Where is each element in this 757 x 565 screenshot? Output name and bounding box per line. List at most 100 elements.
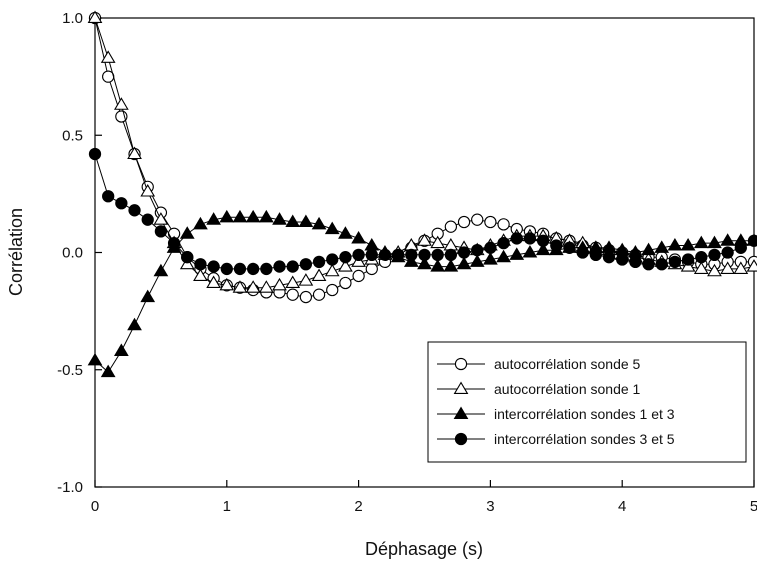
y-tick-label: 1.0 xyxy=(62,10,83,27)
data-point xyxy=(313,289,324,300)
x-axis-title: Déphasage (s) xyxy=(365,539,483,559)
data-point xyxy=(274,261,285,272)
data-point xyxy=(221,263,232,274)
data-point xyxy=(102,366,115,377)
y-tick-label: -1.0 xyxy=(57,479,83,496)
legend-label: autocorrélation sonde 5 xyxy=(494,356,641,372)
data-point xyxy=(669,239,682,250)
data-point xyxy=(472,245,483,256)
data-point xyxy=(366,263,377,274)
data-point xyxy=(590,249,601,260)
data-point xyxy=(643,259,654,270)
data-point xyxy=(564,242,575,253)
data-point xyxy=(89,354,102,365)
data-point xyxy=(155,226,166,237)
data-point xyxy=(472,214,483,225)
data-point xyxy=(168,238,179,249)
data-point xyxy=(458,247,469,258)
series-layer xyxy=(89,12,757,377)
data-point xyxy=(260,211,273,222)
data-point xyxy=(485,216,496,227)
data-point xyxy=(326,265,339,276)
data-point xyxy=(406,249,417,260)
data-point xyxy=(299,216,312,227)
data-point xyxy=(142,214,153,225)
x-tick-label: 5 xyxy=(750,498,757,515)
data-point xyxy=(116,198,127,209)
data-point xyxy=(485,242,496,253)
data-point xyxy=(695,237,708,248)
series-line xyxy=(95,18,754,288)
legend-label: intercorrélation sondes 1 et 3 xyxy=(494,406,675,422)
x-tick-label: 0 xyxy=(91,498,99,515)
data-point xyxy=(696,252,707,263)
data-point xyxy=(313,256,324,267)
data-point xyxy=(577,247,588,258)
data-point xyxy=(445,221,456,232)
data-point xyxy=(248,263,259,274)
data-point xyxy=(432,249,443,260)
y-tick-label: -0.5 xyxy=(57,362,83,379)
data-point xyxy=(326,223,339,234)
data-point xyxy=(419,249,430,260)
data-point xyxy=(327,254,338,265)
data-point xyxy=(220,211,233,222)
data-point xyxy=(234,263,245,274)
data-point xyxy=(511,233,522,244)
data-point xyxy=(103,191,114,202)
data-point xyxy=(300,291,311,302)
data-point xyxy=(683,254,694,265)
data-point xyxy=(141,291,154,302)
y-tick-label: 0.5 xyxy=(62,127,83,144)
data-point xyxy=(709,249,720,260)
data-point xyxy=(498,219,509,230)
data-point xyxy=(352,232,365,243)
legend-marker xyxy=(455,433,466,444)
data-point xyxy=(603,252,614,263)
y-tick-label: 0.0 xyxy=(62,245,83,262)
data-point xyxy=(287,261,298,272)
data-point xyxy=(656,259,667,270)
data-point xyxy=(129,205,140,216)
data-point xyxy=(115,345,128,356)
data-point xyxy=(128,319,141,330)
data-point xyxy=(617,254,628,265)
legend-label: intercorrélation sondes 3 et 5 xyxy=(494,431,675,447)
data-point xyxy=(340,277,351,288)
data-point xyxy=(247,211,260,222)
data-point xyxy=(538,235,549,246)
data-point xyxy=(353,249,364,260)
data-point xyxy=(182,252,193,263)
data-point xyxy=(498,238,509,249)
data-point xyxy=(524,233,535,244)
x-tick-label: 1 xyxy=(223,498,231,515)
data-point xyxy=(339,227,352,238)
data-point xyxy=(195,259,206,270)
data-point xyxy=(287,289,298,300)
data-point xyxy=(393,249,404,260)
legend-marker xyxy=(455,358,466,369)
data-point xyxy=(722,247,733,258)
data-point xyxy=(735,242,746,253)
legend: autocorrélation sonde 5 autocorrélation s… xyxy=(428,342,746,462)
data-point xyxy=(300,259,311,270)
data-point xyxy=(181,227,194,238)
data-point xyxy=(379,249,390,260)
data-point xyxy=(208,261,219,272)
data-point xyxy=(365,239,378,250)
x-tick-label: 4 xyxy=(618,498,626,515)
data-point xyxy=(458,216,469,227)
data-point xyxy=(234,211,247,222)
data-point xyxy=(327,284,338,295)
data-point xyxy=(630,256,641,267)
x-tick-label: 3 xyxy=(486,498,494,515)
data-point xyxy=(721,234,734,245)
data-point xyxy=(89,148,100,159)
data-point xyxy=(313,270,326,281)
data-point xyxy=(366,249,377,260)
data-point xyxy=(194,218,207,229)
legend-label: autocorrélation sonde 1 xyxy=(494,381,641,397)
data-point xyxy=(155,265,168,276)
data-point xyxy=(669,256,680,267)
